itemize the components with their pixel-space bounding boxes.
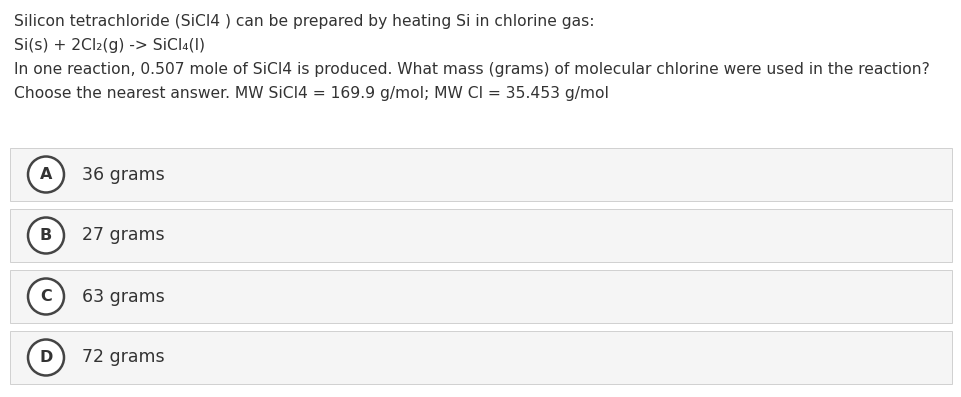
FancyBboxPatch shape <box>10 331 951 384</box>
Text: Si(s) + 2Cl₂(g) -> SiCl₄(l): Si(s) + 2Cl₂(g) -> SiCl₄(l) <box>14 38 205 53</box>
Text: B: B <box>39 228 52 243</box>
Text: C: C <box>40 289 52 304</box>
Text: Silicon tetrachloride (SiCl4 ) can be prepared by heating Si in chlorine gas:: Silicon tetrachloride (SiCl4 ) can be pr… <box>14 14 594 29</box>
FancyBboxPatch shape <box>10 148 951 201</box>
Ellipse shape <box>28 279 64 314</box>
Text: 36 grams: 36 grams <box>82 166 164 183</box>
Ellipse shape <box>28 339 64 376</box>
Text: 27 grams: 27 grams <box>82 227 164 245</box>
Ellipse shape <box>28 156 64 193</box>
Text: D: D <box>39 350 53 365</box>
Text: 72 grams: 72 grams <box>82 349 164 366</box>
Ellipse shape <box>28 218 64 254</box>
Text: 63 grams: 63 grams <box>82 287 164 306</box>
Text: Choose the nearest answer. MW SiCl4 = 169.9 g/mol; MW Cl = 35.453 g/mol: Choose the nearest answer. MW SiCl4 = 16… <box>14 86 608 101</box>
FancyBboxPatch shape <box>10 209 951 262</box>
FancyBboxPatch shape <box>10 270 951 323</box>
Text: A: A <box>39 167 52 182</box>
Text: In one reaction, 0.507 mole of SiCl4 is produced. What mass (grams) of molecular: In one reaction, 0.507 mole of SiCl4 is … <box>14 62 929 77</box>
